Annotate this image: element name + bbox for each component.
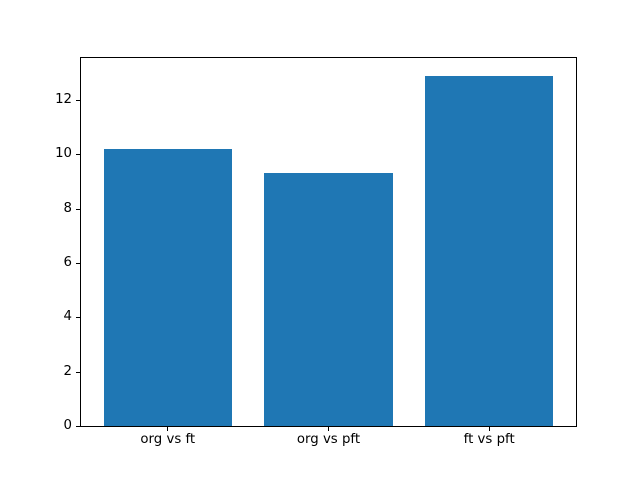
- bar-org-vs-pft: [264, 173, 393, 426]
- y-tick-mark: [76, 426, 80, 427]
- bar-ft-vs-pft: [424, 75, 554, 426]
- y-tick-label: 8: [63, 200, 72, 216]
- y-tick-label: 6: [63, 255, 72, 270]
- x-tick-label-ft-vs-pft: ft vs pft: [463, 432, 515, 447]
- y-tick-label: 2: [63, 363, 72, 379]
- x-tick-mark: [167, 427, 169, 431]
- y-tick-label: 12: [55, 92, 72, 107]
- y-tick-label: 4: [63, 309, 72, 325]
- x-tick-mark: [328, 427, 329, 431]
- y-tick-label: 0: [63, 418, 72, 433]
- y-tick-mark: [76, 154, 80, 155]
- x-tick-label-org-vs-ft: org vs ft: [140, 432, 196, 447]
- y-tick-mark: [76, 100, 80, 101]
- y-tick-mark: [76, 209, 80, 210]
- plot-area: [80, 57, 577, 427]
- y-tick-mark: [76, 372, 80, 373]
- y-tick-mark: [76, 317, 80, 318]
- x-tick-mark: [488, 427, 490, 431]
- x-tick-label-org-vs-pft: org vs pft: [296, 432, 361, 447]
- bar-org-vs-ft: [103, 148, 233, 426]
- y-tick-label: 10: [55, 146, 72, 162]
- y-tick-mark: [76, 263, 80, 264]
